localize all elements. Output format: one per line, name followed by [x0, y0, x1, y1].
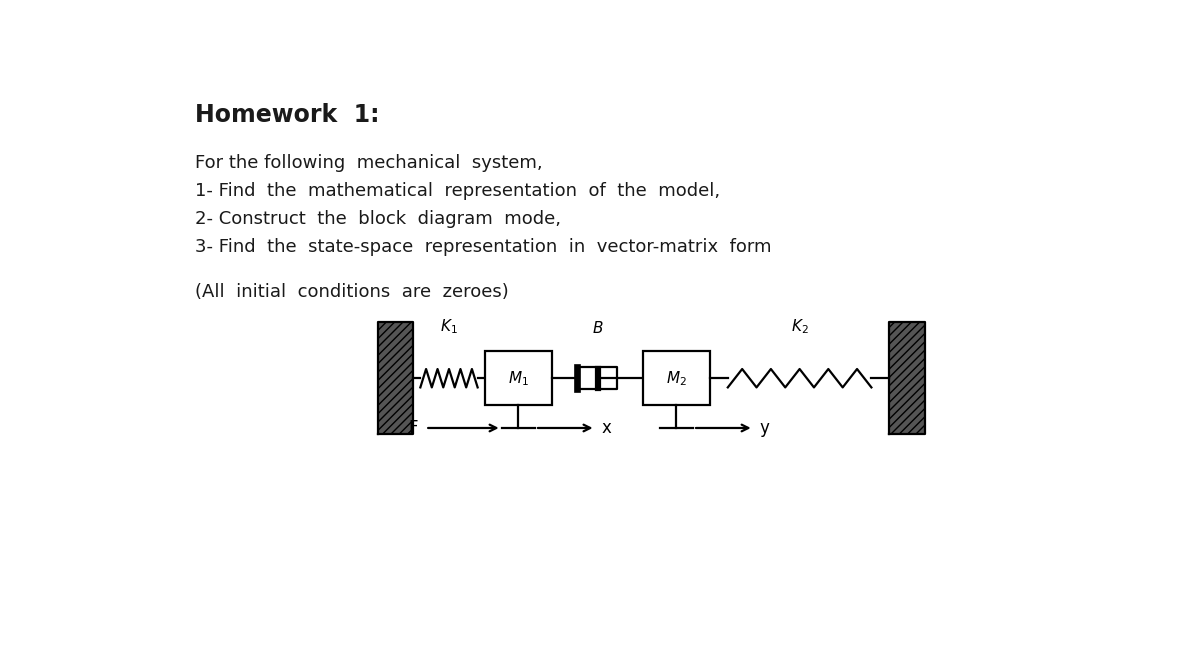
Text: $M_2$: $M_2$	[666, 369, 686, 388]
Text: For the following  mechanical  system,: For the following mechanical system,	[194, 154, 542, 172]
Text: 3- Find  the  state-space  representation  in  vector-matrix  form: 3- Find the state-space representation i…	[194, 238, 772, 256]
Bar	[643, 351, 710, 405]
Text: $B$: $B$	[592, 320, 604, 336]
Text: $M_1$: $M_1$	[508, 369, 529, 388]
Bar	[485, 351, 552, 405]
Bar	[378, 322, 413, 434]
Text: $K_1$: $K_1$	[440, 318, 458, 336]
Text: x: x	[601, 419, 611, 437]
Text: y: y	[760, 419, 769, 437]
Text: 2- Construct  the  block  diagram  mode,: 2- Construct the block diagram mode,	[194, 210, 560, 227]
Text: F: F	[408, 419, 418, 437]
Text: $K_2$: $K_2$	[791, 318, 809, 336]
Bar	[889, 322, 925, 434]
Text: 1- Find  the  mathematical  representation  of  the  model,: 1- Find the mathematical representation …	[194, 182, 720, 200]
Text: Homework  1:: Homework 1:	[194, 103, 379, 127]
Text: (All  initial  conditions  are  zeroes): (All initial conditions are zeroes)	[194, 282, 509, 301]
